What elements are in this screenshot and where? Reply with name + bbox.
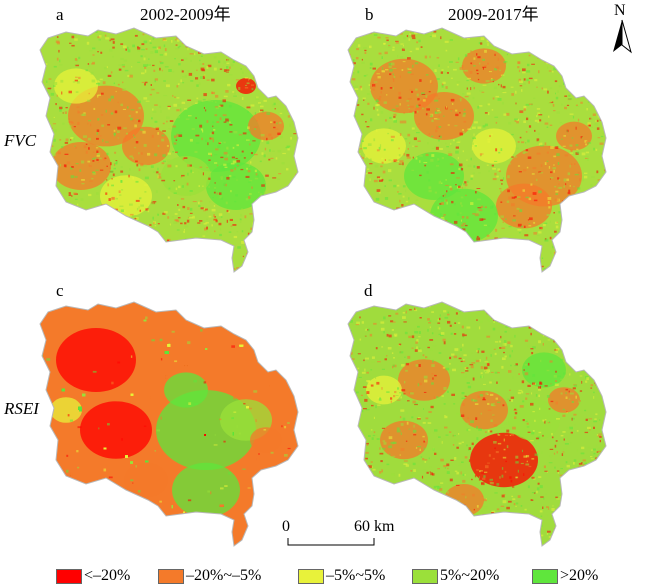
map-fill: [40, 302, 298, 546]
panel-c-letter: c: [56, 281, 64, 300]
legend-item-3: –5%~5%: [298, 566, 385, 586]
panel-b-title: 2009-2017年: [448, 5, 539, 24]
map-panel-c: [39, 301, 299, 547]
legend-swatch-4: [412, 568, 438, 584]
map-panel-b: [347, 27, 607, 273]
map-boundary: [39, 27, 299, 273]
map-boundary: [347, 301, 607, 547]
legend-swatch-3: [298, 568, 324, 584]
panel-a-title: 2002-2009年: [140, 5, 231, 24]
map-fill: [40, 28, 298, 272]
scale-bar: 0 60 km: [270, 518, 400, 558]
map-panel-d: [347, 301, 607, 547]
legend-item-1: <–20%: [56, 566, 130, 586]
legend-item-5: >20%: [532, 566, 598, 586]
row-label-rsei: RSEI: [4, 399, 39, 418]
legend-label-2: –20%~–5%: [186, 567, 262, 584]
panel-b-letter: b: [365, 5, 374, 24]
map-boundary: [39, 301, 299, 547]
map-fill: [348, 302, 606, 546]
legend-item-2: –20%~–5%: [158, 566, 261, 586]
north-label: N: [614, 2, 626, 19]
map-panel-a: [39, 27, 299, 273]
legend-label-3: –5%~5%: [326, 567, 386, 584]
legend-label-4: 5%~20%: [440, 567, 500, 584]
north-arrow-icon: [613, 19, 632, 54]
legend-label-1: <–20%: [84, 567, 131, 584]
legend-swatch-1: [56, 568, 82, 584]
scale-zero: 0: [282, 518, 290, 535]
scale-end: 60 km: [354, 518, 395, 535]
north-arrow: N: [602, 2, 642, 58]
map-boundary: [347, 27, 607, 273]
panel-a-letter: a: [56, 5, 64, 24]
legend-item-4: 5%~20%: [412, 566, 499, 586]
row-label-fvc: FVC: [4, 131, 37, 150]
scale-bar-line: [287, 538, 375, 546]
legend: <–20% –20%~–5% –5%~5% 5%~20% >20%: [0, 566, 650, 586]
map-fill: [348, 28, 606, 272]
legend-swatch-2: [158, 568, 184, 584]
panel-d-letter: d: [364, 281, 373, 300]
legend-label-5: >20%: [560, 567, 599, 584]
legend-swatch-5: [532, 568, 558, 584]
